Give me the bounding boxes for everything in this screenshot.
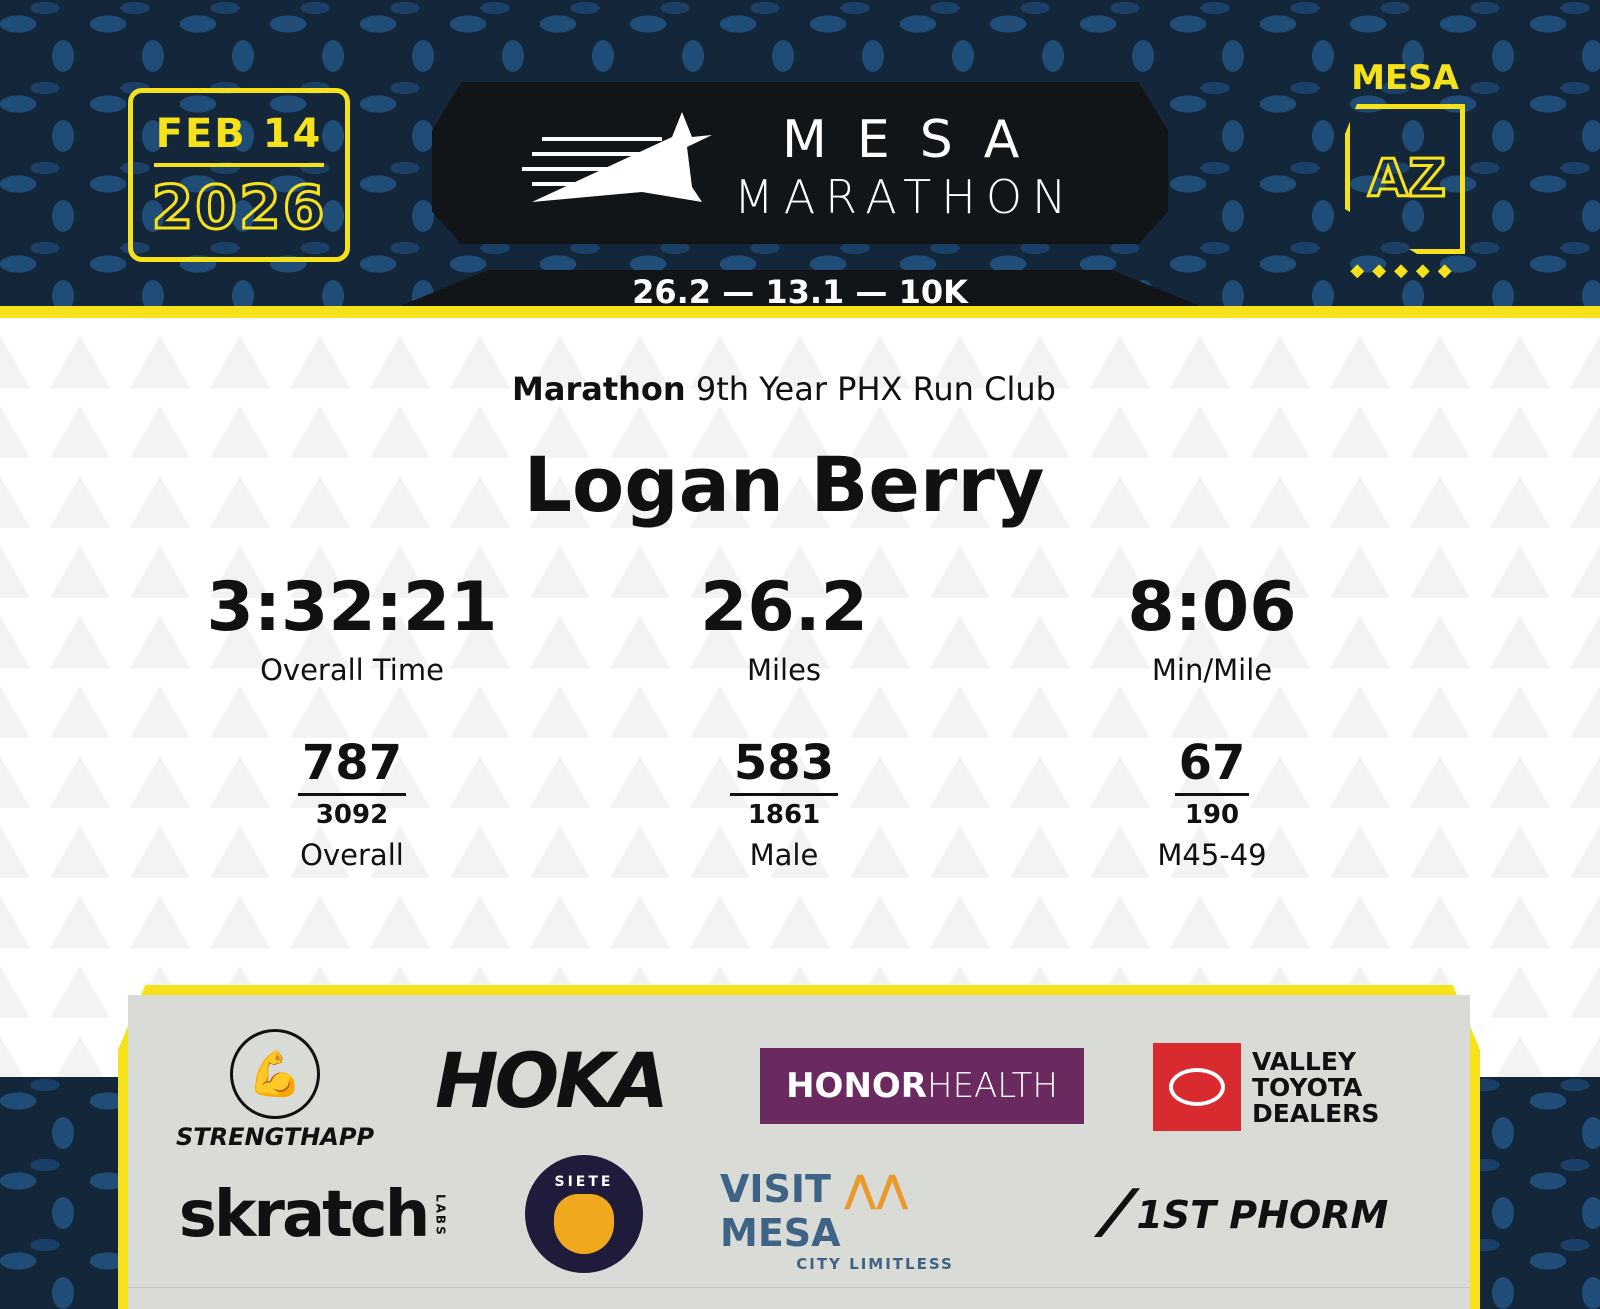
sponsor-strengthapp: 💪 STRENGTHAPP xyxy=(176,1025,374,1155)
health-text: HEALTH xyxy=(927,1066,1058,1106)
rank-label: Overall xyxy=(300,838,404,872)
stat-value: 3:32:21 xyxy=(206,568,498,647)
strengthapp-text: STRENGTHAPP xyxy=(175,1123,375,1151)
rank-place: 67 xyxy=(1174,735,1250,796)
rank-age-group: 67 190 M45-49 xyxy=(1012,735,1412,872)
yellow-divider xyxy=(0,306,1600,318)
results-background xyxy=(0,318,1600,1088)
toyota-logo-icon xyxy=(1153,1043,1241,1131)
stat-value: 26.2 xyxy=(700,568,868,647)
logo-mesa-text: MESA xyxy=(782,110,1050,170)
rank-total: 190 xyxy=(1184,800,1240,830)
skratch-labs-text: LABS xyxy=(433,1193,448,1237)
mesa-m-icon: ⋀⋀ xyxy=(844,1167,909,1211)
sponsor-panel xyxy=(128,995,1470,1309)
siete-text: SIETE xyxy=(554,1174,614,1190)
eagle-icon xyxy=(554,1194,614,1254)
logo-marathon-text: MARATHON xyxy=(734,170,1077,224)
honor-text: HONOR xyxy=(786,1066,927,1106)
phorm-text: 1ST PHORM xyxy=(1136,1193,1389,1237)
rank-place: 787 xyxy=(297,735,407,796)
mesa-marathon-logo: MESA MARATHON xyxy=(432,82,1168,244)
diamond-dots-icon: ◆◆◆◆◆ xyxy=(1350,260,1460,281)
rank-overall: 787 3092 Overall xyxy=(152,735,552,872)
visit-text: VISIT xyxy=(720,1167,831,1211)
sponsor-visit-mesa: VISIT ⋀⋀ MESA CITY LIMITLESS xyxy=(720,1167,1030,1273)
rank-place: 583 xyxy=(729,735,839,796)
rank-gender: 583 1861 Male xyxy=(584,735,984,872)
skratch-text: skratch xyxy=(178,1178,430,1252)
header-banner: FEB 14 2026 MESA MARATHON 26.2 — 13.1 — … xyxy=(0,0,1600,318)
team-name: 9th Year PHX Run Club xyxy=(695,370,1056,408)
runner-name: Logan Berry xyxy=(523,440,1045,529)
stat-label: Miles xyxy=(746,653,822,687)
race-subtitle: Marathon 9th Year PHX Run Club xyxy=(0,370,1568,408)
arizona-badge: MESA AZ ◆◆◆◆◆ xyxy=(1335,58,1475,281)
sponsor-toyota: VALLEY TOYOTA DEALERS xyxy=(1252,1047,1380,1128)
stat-overall-time: 3:32:21 Overall Time xyxy=(152,568,552,687)
sponsor-skratch: skratch LABS xyxy=(179,1178,448,1252)
stat-pace: 8:06 Min/Mile xyxy=(1012,568,1412,687)
date-badge: FEB 14 2026 xyxy=(128,88,350,262)
roadrunner-icon xyxy=(522,112,712,202)
flexed-arm-icon: 💪 xyxy=(230,1029,320,1119)
race-date: FEB 14 xyxy=(155,111,323,157)
mesa-text: MESA xyxy=(720,1211,841,1255)
rank-total: 3092 xyxy=(315,800,389,830)
stat-miles: 26.2 Miles xyxy=(584,568,984,687)
rank-label: M45-49 xyxy=(1157,838,1267,872)
city-limitless-text: CITY LIMITLESS xyxy=(796,1255,954,1273)
phorm-logo-icon: ⁄ xyxy=(1111,1178,1123,1252)
stat-value: 8:06 xyxy=(1127,568,1297,647)
sponsor-1st-phorm: ⁄ 1ST PHORM xyxy=(1090,1175,1410,1255)
sponsor-honorhealth: HONOR HEALTH xyxy=(760,1048,1084,1124)
stat-label: Overall Time xyxy=(260,653,444,687)
state-abbr: AZ xyxy=(1367,148,1448,211)
city-label: MESA xyxy=(1351,58,1459,98)
race-year: 2026 xyxy=(150,172,327,245)
race-type: Marathon xyxy=(512,370,686,408)
sponsor-siete: SIETE xyxy=(525,1155,643,1273)
rank-total: 1861 xyxy=(747,800,821,830)
rank-label: Male xyxy=(749,838,819,872)
stat-label: Min/Mile xyxy=(1151,653,1273,687)
sponsor-hoka: HOKA xyxy=(435,1035,669,1125)
race-distances: 26.2 — 13.1 — 10K xyxy=(390,270,1210,310)
sponsor-divider xyxy=(128,1287,1470,1288)
arizona-map-icon: AZ xyxy=(1345,104,1465,254)
